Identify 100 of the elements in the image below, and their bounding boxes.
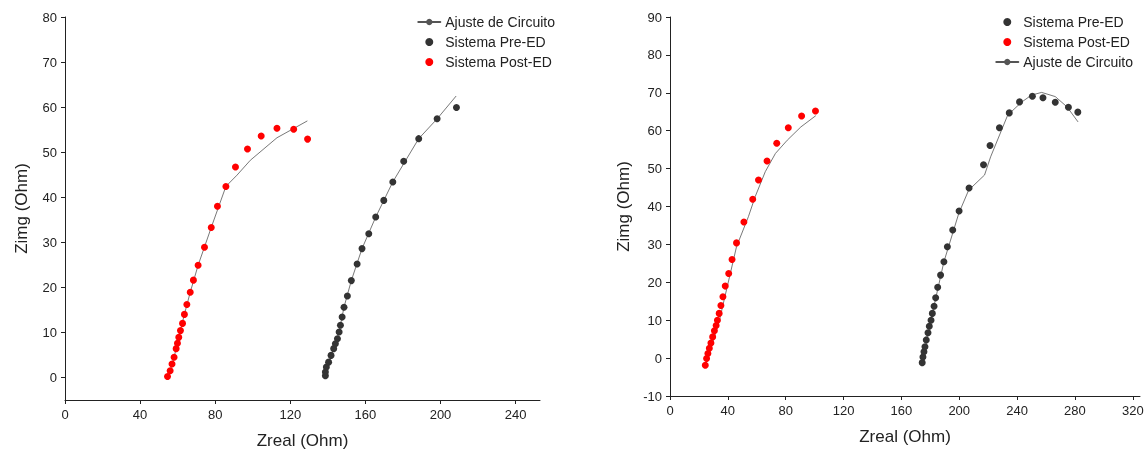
legend-label: Sistema Pre-ED: [445, 34, 546, 50]
y-tick-label: 60: [647, 123, 662, 139]
point: [400, 157, 408, 165]
point: [1039, 94, 1047, 102]
point: [949, 226, 957, 234]
x-tick-label: 80: [778, 403, 793, 418]
y-tick-label: 0: [49, 369, 57, 385]
x-axis-title: Zreal (Ohm): [859, 427, 951, 446]
x-tick-label: 240: [1006, 403, 1028, 418]
y-tick-label: 90: [647, 9, 662, 25]
point: [194, 261, 202, 269]
point: [325, 358, 333, 366]
y-axis-title: Zimg (Ohm): [12, 163, 31, 254]
point: [749, 195, 757, 203]
x-tick-label: 280: [1064, 403, 1086, 418]
x-tick-label: 0: [61, 407, 69, 422]
point: [353, 260, 361, 268]
point: [733, 239, 741, 247]
y-tick-label: 10: [42, 324, 57, 340]
point: [701, 361, 709, 369]
point: [164, 373, 172, 381]
point: [166, 367, 174, 375]
y-axis-title: Zimg (Ohm): [614, 161, 634, 252]
x-tick-label: 0: [666, 403, 674, 418]
point: [937, 271, 945, 279]
point: [213, 202, 221, 210]
point: [189, 276, 197, 284]
y-tick-label: -10: [643, 388, 662, 404]
point: [333, 335, 341, 343]
point: [244, 145, 251, 153]
y-tick-label: 30: [42, 234, 57, 250]
point: [433, 115, 441, 123]
point: [773, 139, 781, 147]
y-tick-label: 40: [42, 189, 57, 205]
y-tick-label: 20: [42, 279, 57, 295]
point: [725, 270, 733, 278]
point: [927, 316, 935, 324]
x-tick-label: 120: [279, 407, 302, 422]
point: [170, 353, 178, 361]
point: [201, 243, 208, 251]
point: [922, 336, 930, 344]
point: [179, 319, 187, 327]
point: [928, 309, 936, 317]
point: [389, 178, 397, 186]
point: [930, 302, 938, 310]
point: [304, 135, 312, 143]
point: [1051, 98, 1059, 106]
point: [452, 104, 460, 112]
point: [798, 112, 806, 120]
point: [986, 141, 994, 149]
point: [343, 292, 351, 300]
point: [207, 223, 215, 231]
point: [1005, 109, 1013, 117]
point: [1074, 108, 1082, 116]
point: [995, 124, 1003, 132]
point: [721, 282, 729, 290]
point: [347, 277, 355, 285]
point: [336, 321, 344, 329]
x-tick-label: 120: [832, 403, 855, 418]
x-tick-label: 200: [948, 403, 971, 418]
point: [175, 333, 183, 341]
point: [173, 339, 181, 347]
point: [709, 333, 717, 341]
y-tick-label: 10: [647, 312, 662, 328]
point: [934, 283, 942, 291]
point: [932, 294, 940, 302]
x-tick-label: 160: [890, 403, 913, 418]
x-axis-title: Zreal (Ohm): [256, 431, 349, 450]
x-tick-label: 240: [504, 407, 527, 422]
y-tick-label: 20: [647, 274, 662, 290]
point: [715, 309, 723, 317]
point: [1016, 98, 1024, 106]
point: [980, 161, 988, 169]
x-tick-label: 200: [429, 407, 452, 422]
legend-label: Sistema Post-ED: [445, 54, 552, 70]
point: [358, 245, 366, 253]
point: [717, 301, 725, 309]
x-tick-label: 40: [132, 407, 148, 422]
point: [231, 163, 239, 171]
x-tick-label: 40: [720, 403, 736, 418]
y-tick-label: 60: [42, 99, 57, 115]
y-tick-label: 0: [654, 350, 662, 366]
point: [713, 316, 721, 324]
point: [372, 213, 380, 221]
point: [183, 300, 191, 308]
x-tick-label: 320: [1121, 403, 1144, 418]
point: [176, 327, 184, 335]
x-tick-label: 80: [207, 407, 223, 422]
point: [415, 135, 423, 143]
legend-label: Ajuste de Circuito: [445, 14, 556, 30]
point: [719, 293, 727, 301]
point: [365, 230, 373, 238]
point: [943, 243, 951, 251]
x-tick-label: 160: [354, 407, 377, 422]
point: [924, 329, 932, 337]
y-tick-label: 70: [42, 54, 57, 70]
y-tick-label: 80: [647, 47, 662, 63]
y-tick-label: 50: [42, 144, 57, 160]
point: [784, 124, 792, 132]
point: [180, 310, 188, 318]
